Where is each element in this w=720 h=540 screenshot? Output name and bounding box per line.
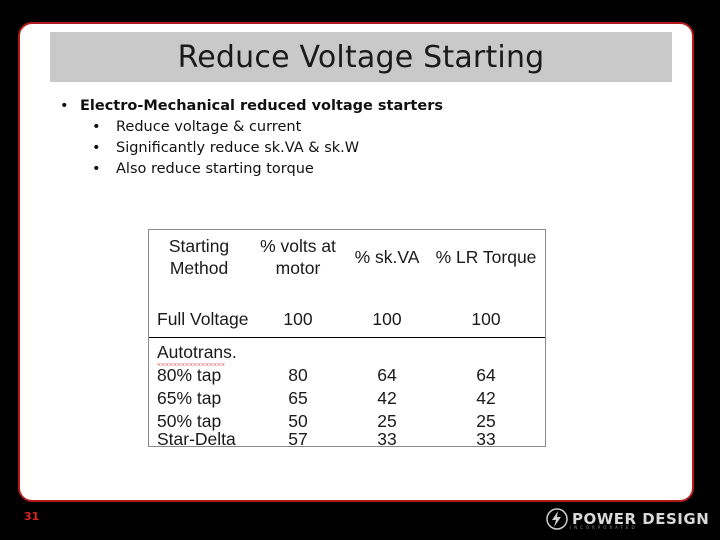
- header-text: % volts at: [260, 236, 336, 256]
- row-method: Full Voltage: [157, 309, 249, 329]
- header-volts: % volts at motor: [249, 235, 347, 279]
- header-text: motor: [275, 258, 321, 278]
- bullet-list: Electro-Mechanical reduced voltage start…: [60, 96, 443, 180]
- slide-title: Reduce Voltage Starting: [50, 32, 672, 82]
- row-torque: 42: [476, 388, 496, 408]
- header-text: Method: [169, 258, 229, 278]
- lightning-bolt-icon: [546, 508, 568, 530]
- row-torque: 100: [471, 309, 501, 329]
- row-skva: 100: [372, 309, 402, 329]
- row-skva: 64: [377, 365, 397, 385]
- header-starting-method: Starting Method: [153, 235, 245, 279]
- power-design-logo: POWER DESIGN INCORPORATED: [546, 508, 709, 530]
- logo-subtext: INCORPORATED: [570, 525, 638, 530]
- header-skva: % sk.VA: [354, 247, 420, 267]
- table-divider: [149, 337, 545, 338]
- row-volts: 100: [283, 309, 313, 329]
- row-method: Star-Delta: [157, 429, 236, 449]
- slide: Reduce Voltage Starting Electro-Mechanic…: [18, 22, 694, 502]
- header-text: Starting: [168, 236, 230, 256]
- row-volts: 57: [288, 429, 308, 449]
- row-torque: 33: [476, 429, 496, 449]
- spellcheck-underline: [157, 363, 225, 366]
- starting-method-table: Starting Method % volts at motor % sk.VA…: [148, 229, 546, 449]
- bullet-main: Electro-Mechanical reduced voltage start…: [60, 96, 443, 117]
- bullet-sub: Also reduce starting torque: [60, 159, 443, 180]
- row-method: Autotrans.: [157, 342, 237, 362]
- row-skva: 42: [377, 388, 397, 408]
- row-volts: 80: [288, 365, 308, 385]
- row-skva: 33: [377, 429, 397, 449]
- row-method: 50% tap: [157, 411, 222, 431]
- row-skva: 25: [377, 411, 397, 431]
- row-method: 65% tap: [157, 388, 222, 408]
- page-number: 31: [24, 510, 40, 523]
- row-volts: 65: [288, 388, 308, 408]
- row-volts: 50: [288, 411, 308, 431]
- logo-text: POWER DESIGN: [572, 510, 710, 528]
- bullet-sub: Significantly reduce sk.VA & sk.W: [60, 138, 443, 159]
- bullet-sub: Reduce voltage & current: [60, 117, 443, 138]
- row-torque: 25: [476, 411, 496, 431]
- header-lr-torque: % LR Torque: [435, 247, 537, 267]
- row-method: 80% tap: [157, 365, 222, 385]
- row-torque: 64: [476, 365, 496, 385]
